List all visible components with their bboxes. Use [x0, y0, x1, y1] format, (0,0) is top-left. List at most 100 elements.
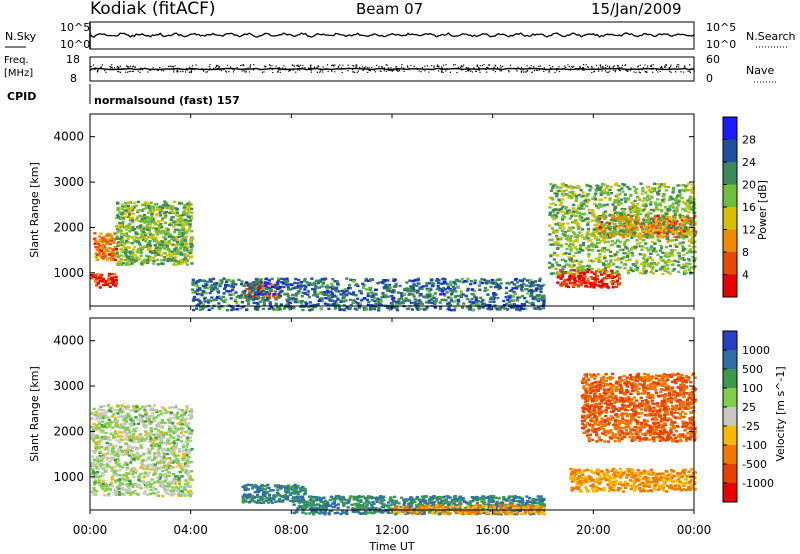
power-cell — [178, 228, 182, 232]
power-cell — [299, 281, 303, 284]
power-cell — [689, 198, 693, 201]
nave-dot — [678, 66, 680, 68]
power-cell — [362, 284, 366, 287]
power-cell — [650, 227, 654, 230]
power-cell — [551, 217, 555, 220]
power-cell — [615, 182, 619, 185]
power-cell — [257, 281, 261, 284]
power-cell — [658, 202, 662, 205]
power-cell — [145, 261, 150, 265]
power-cell — [491, 281, 495, 284]
power-cell — [394, 306, 398, 309]
power-cell — [119, 207, 123, 210]
power-cell — [561, 273, 565, 277]
power-cell — [155, 258, 159, 262]
power-cell — [232, 279, 236, 282]
power-cell — [409, 289, 413, 293]
velocity-cell — [188, 478, 192, 481]
power-cell — [297, 290, 301, 293]
power-cell — [282, 285, 286, 289]
power-cell — [607, 248, 611, 252]
power-cell — [157, 207, 161, 211]
power-cell — [299, 283, 303, 287]
power-cell — [631, 204, 635, 207]
power-cell — [285, 281, 289, 284]
nave-dot — [369, 69, 371, 71]
power-cell — [559, 270, 563, 273]
power-cell — [375, 299, 379, 302]
power-cell — [158, 241, 162, 244]
power-cell — [104, 240, 108, 243]
power-cell — [676, 235, 681, 238]
power-cell — [605, 237, 609, 240]
power-cell — [243, 290, 247, 293]
nave-dot — [543, 67, 545, 69]
power-cell — [304, 285, 308, 289]
power-cell — [682, 258, 686, 261]
power-cell — [460, 306, 465, 309]
velocity-cell — [176, 438, 180, 441]
power-cell — [113, 237, 117, 241]
power-cell — [667, 255, 671, 258]
nave-dot — [355, 66, 357, 68]
power-cell — [300, 285, 304, 288]
power-cell — [558, 209, 562, 213]
power-cell — [416, 289, 420, 293]
power-cell — [630, 214, 634, 218]
nave-dot — [520, 71, 522, 73]
power-cell — [198, 279, 202, 282]
power-cell — [139, 249, 143, 252]
nave-dot — [339, 64, 341, 66]
nave-dot — [308, 67, 310, 69]
power-cell — [615, 271, 619, 275]
power-cell — [644, 260, 649, 264]
power-cell — [120, 247, 124, 251]
power-cell — [616, 239, 620, 242]
power-cell — [185, 263, 189, 266]
power-cell — [286, 305, 290, 308]
power-cell — [604, 277, 608, 280]
power-cell — [262, 284, 266, 288]
nave-dot — [189, 71, 191, 73]
nave-dot — [213, 67, 215, 69]
power-cell — [130, 253, 134, 257]
power-cell — [157, 220, 161, 223]
nave-dot — [118, 66, 120, 68]
power-cell — [672, 235, 677, 239]
power-cell — [369, 294, 373, 298]
power-cell — [693, 220, 697, 224]
nave-dot — [385, 64, 387, 66]
power-cell — [656, 208, 660, 211]
power-cell — [616, 258, 620, 261]
power-cell — [586, 282, 590, 285]
power-cell — [672, 188, 676, 191]
power-cell — [584, 246, 589, 250]
power-cell — [199, 292, 203, 296]
power-cell — [651, 187, 655, 190]
power-cell — [634, 246, 638, 249]
power-cell — [447, 296, 451, 299]
power-cell — [121, 203, 125, 206]
nave-dot — [476, 65, 479, 68]
power-cell — [550, 215, 554, 218]
colorbar-swatch — [723, 207, 737, 230]
power-cell — [687, 244, 691, 248]
power-cell — [583, 218, 588, 221]
power-colorbar-label: Power [dB] — [756, 180, 769, 240]
power-cell — [202, 306, 206, 309]
power-cell — [634, 210, 638, 214]
power-cell — [360, 299, 364, 302]
power-cell — [119, 223, 123, 227]
power-cell — [218, 284, 222, 288]
power-cell — [656, 214, 660, 217]
power-cell — [359, 290, 363, 293]
nave-dot — [132, 70, 134, 73]
power-cell — [176, 218, 180, 221]
power-cell — [492, 292, 496, 295]
power-cell — [220, 280, 224, 283]
power-cell — [202, 289, 206, 293]
power-cell — [557, 198, 561, 201]
power-cell — [590, 208, 595, 212]
nave-dot — [307, 67, 310, 69]
power-cell — [690, 217, 694, 221]
